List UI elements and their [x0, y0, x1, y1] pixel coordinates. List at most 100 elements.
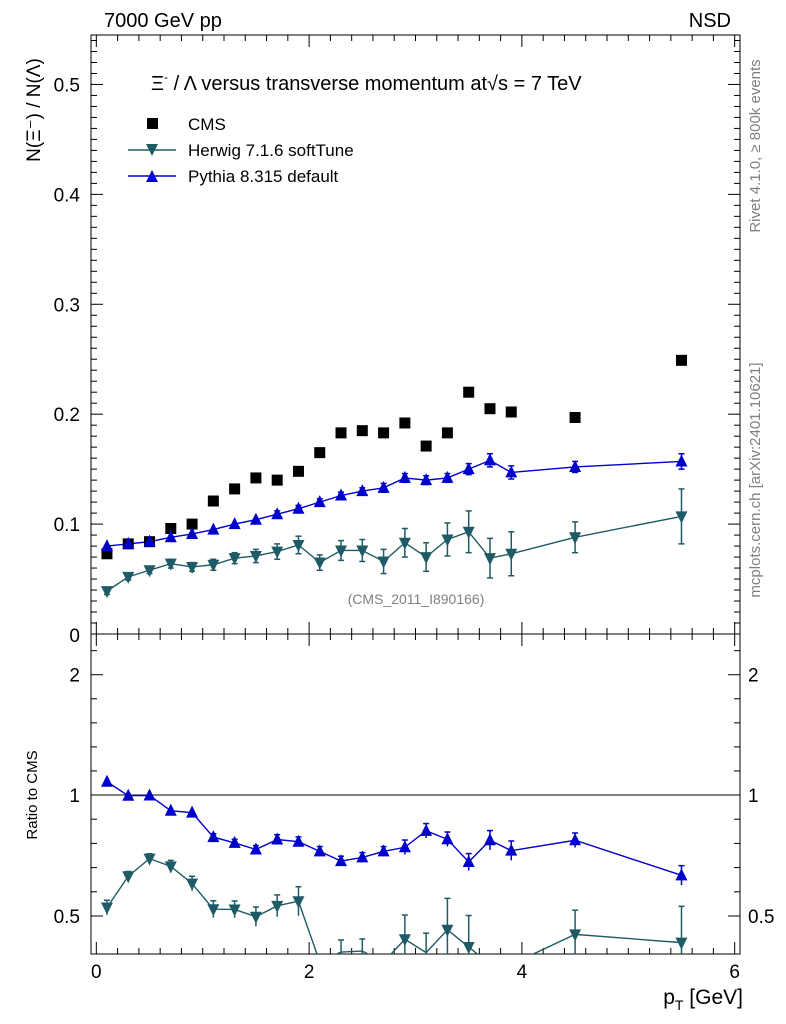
herwig-ratio-point: [228, 904, 241, 917]
pythia-point: [335, 488, 348, 501]
cms-point: [356, 425, 368, 437]
pythia-point: [100, 539, 113, 552]
herwig-point: [420, 552, 433, 565]
header-right-label: NSD: [689, 10, 731, 32]
cms-point: [463, 386, 475, 398]
pythia-point: [164, 530, 177, 543]
cms-point: [165, 522, 177, 534]
herwig-point: [398, 537, 411, 550]
axis-ticks: [91, 35, 740, 954]
pythia-ratio-point: [335, 854, 348, 867]
y-tick-label-zero: 0: [69, 626, 80, 647]
herwig-point: [164, 558, 177, 571]
y-tick-label: 0.5: [54, 75, 80, 96]
pythia-point: [398, 470, 411, 483]
y-tick-label: 0.2: [54, 405, 80, 426]
header-left-label: 7000 GeV pp: [104, 10, 222, 32]
pythia-ratio-point: [271, 832, 284, 845]
herwig-point: [441, 534, 454, 547]
ratio-plot-frame: [90, 633, 741, 955]
pythia-ratio-point: [186, 805, 199, 818]
herwig-ratio-point: [207, 904, 220, 917]
ratio-tick-label-left: 1: [69, 786, 80, 807]
herwig-point: [100, 586, 113, 599]
cms-point: [441, 427, 453, 439]
cms-point: [484, 403, 496, 415]
herwig-point: [335, 545, 348, 558]
cms-point: [378, 427, 390, 439]
pythia-ratio-point: [462, 855, 475, 868]
herwig-point: [292, 539, 305, 552]
cms-point: [271, 474, 283, 486]
pythia-point: [143, 534, 156, 547]
cms-point: [399, 417, 411, 429]
cms-point: [314, 447, 326, 459]
axis-tick-labels: 0 2 4 6 0.1 0.2 0.3 0.4 0.5 0 0.5 0.5 1 1 2 2: [54, 75, 775, 983]
pythia-ratio-point: [569, 833, 582, 846]
pythia-ratio-point: [228, 835, 241, 848]
ratio-tick-label-right: 0.5: [748, 907, 774, 928]
pythia-ratio-point: [483, 833, 496, 846]
pythia-ratio-point: [398, 840, 411, 853]
pythia-point: [292, 501, 305, 514]
ratio-tick-label-right: 2: [748, 666, 759, 687]
pythia-point: [186, 526, 199, 539]
herwig-point: [313, 557, 326, 570]
pythia-point: [228, 517, 241, 530]
pythia-ratio-point: [143, 788, 156, 801]
herwig-point: [569, 532, 582, 545]
herwig-ratio-line: [106, 857, 682, 954]
herwig-point: [505, 548, 518, 561]
legend-marker-herwig: [146, 144, 158, 156]
cms-point: [229, 483, 241, 495]
herwig-ratio-point: [462, 941, 475, 954]
ratio-tick-label-left: 2: [69, 666, 80, 687]
pythia-ratio-point: [207, 830, 220, 843]
herwig-ratio-point: [186, 878, 199, 891]
pythia-ratio-point: [441, 832, 454, 845]
herwig-ratio-point: [100, 902, 113, 915]
pythia-point: [675, 454, 688, 467]
cms-point: [335, 427, 347, 439]
herwig-point: [228, 553, 241, 566]
pythia-point: [271, 507, 284, 520]
herwig-point: [186, 561, 199, 574]
pythia-point: [122, 536, 135, 549]
cms-point: [186, 518, 198, 530]
pythia-point: [420, 473, 433, 486]
x-axis-label: pT [GeV]: [663, 986, 743, 1013]
chart-title: Ξ- / Λ versus transverse momentum at√s =…: [151, 70, 582, 95]
herwig-ratio-point: [675, 937, 688, 950]
pythia-point: [356, 484, 369, 497]
ratio-y-axis-label: Ratio to CMS: [24, 750, 41, 839]
pythia-ratio-point: [505, 843, 518, 856]
herwig-point: [483, 553, 496, 566]
rivet-version-label: Rivet 4.1.0, ≥ 800k events: [747, 59, 764, 232]
herwig-point: [249, 550, 262, 563]
herwig-point: [143, 565, 156, 578]
herwig-ratio-point: [249, 911, 262, 924]
pythia-point: [441, 470, 454, 483]
cms-point: [505, 406, 517, 418]
cms-point: [569, 411, 581, 423]
pythia-point: [249, 512, 262, 525]
legend: CMS Herwig 7.1.6 softTune Pythia 8.315 d…: [128, 115, 354, 186]
herwig-point: [207, 559, 220, 572]
x-tick-label: 2: [304, 962, 315, 983]
herwig-point: [377, 556, 390, 569]
pythia-ratio-point: [420, 823, 433, 836]
y-axis-label: N(Ξ⁻) / N(Λ): [24, 58, 45, 162]
herwig-ratio-point: [398, 934, 411, 947]
cms-point: [292, 465, 304, 477]
legend-label-pythia: Pythia 8.315 default: [188, 167, 339, 186]
pythia-line: [106, 459, 682, 547]
pythia-ratio-point: [292, 834, 305, 847]
pythia-ratio-point: [377, 844, 390, 857]
herwig-point: [675, 511, 688, 524]
pythia-point: [313, 495, 326, 508]
cms-point: [207, 495, 219, 507]
pythia-point: [207, 522, 220, 535]
pythia-point: [505, 465, 518, 478]
legend-marker-pythia: [146, 170, 158, 182]
